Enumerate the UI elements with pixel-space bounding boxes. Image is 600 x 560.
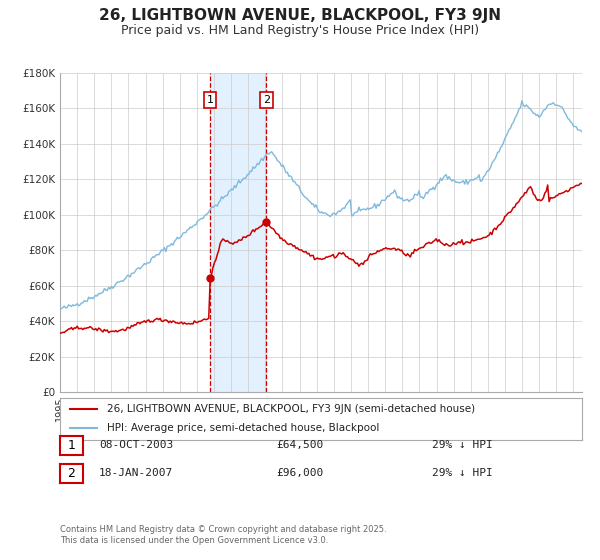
Text: 29% ↓ HPI: 29% ↓ HPI <box>432 468 493 478</box>
Text: 26, LIGHTBOWN AVENUE, BLACKPOOL, FY3 9JN (semi-detached house): 26, LIGHTBOWN AVENUE, BLACKPOOL, FY3 9JN… <box>107 404 475 414</box>
Text: HPI: Average price, semi-detached house, Blackpool: HPI: Average price, semi-detached house,… <box>107 423 379 433</box>
Text: 2: 2 <box>263 95 270 105</box>
Text: £64,500: £64,500 <box>277 440 323 450</box>
Text: 1: 1 <box>67 439 76 452</box>
Text: 08-OCT-2003: 08-OCT-2003 <box>99 440 173 450</box>
Text: Price paid vs. HM Land Registry's House Price Index (HPI): Price paid vs. HM Land Registry's House … <box>121 24 479 36</box>
Text: 18-JAN-2007: 18-JAN-2007 <box>99 468 173 478</box>
Text: £96,000: £96,000 <box>277 468 323 478</box>
Text: Contains HM Land Registry data © Crown copyright and database right 2025.: Contains HM Land Registry data © Crown c… <box>60 525 386 534</box>
Text: 2: 2 <box>67 467 76 480</box>
Text: 1: 1 <box>206 95 214 105</box>
Text: 26, LIGHTBOWN AVENUE, BLACKPOOL, FY3 9JN: 26, LIGHTBOWN AVENUE, BLACKPOOL, FY3 9JN <box>99 8 501 24</box>
Text: 29% ↓ HPI: 29% ↓ HPI <box>432 440 493 450</box>
Text: This data is licensed under the Open Government Licence v3.0.: This data is licensed under the Open Gov… <box>60 536 328 545</box>
Bar <box>210 73 266 392</box>
